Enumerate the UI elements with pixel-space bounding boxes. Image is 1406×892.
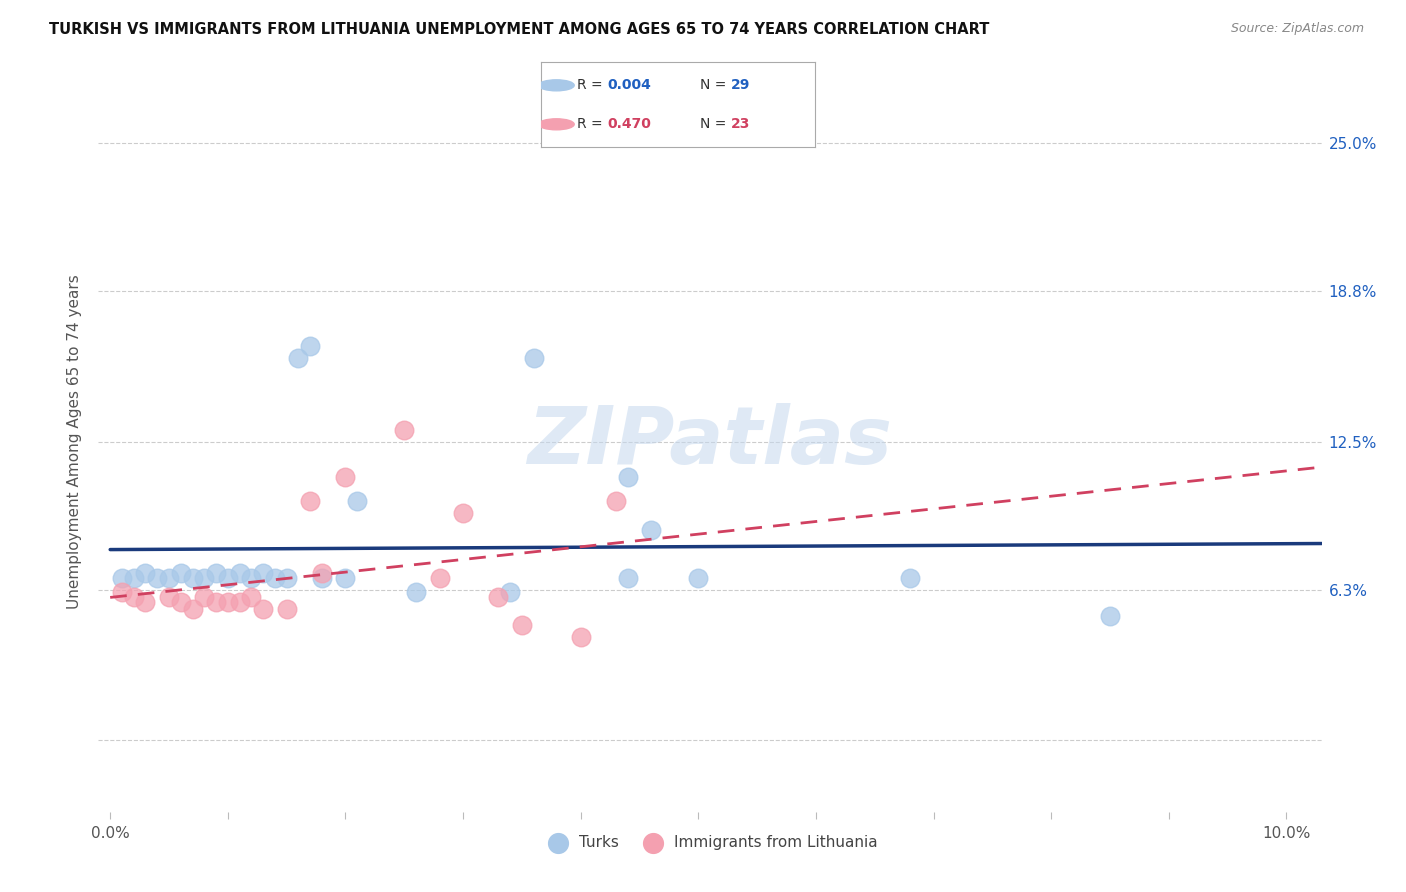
Point [134,594,156,608]
Point [346,494,368,508]
Text: 0.470: 0.470 [607,118,651,131]
Point [252,601,274,615]
Point [287,351,309,365]
Text: 0.004: 0.004 [607,78,651,92]
Point [217,571,239,585]
Point [170,566,193,580]
Point [228,566,250,580]
Point [122,590,145,604]
Point [157,571,180,585]
Text: N =: N = [700,118,731,131]
Circle shape [538,79,574,91]
Point [276,601,298,615]
Point [146,571,169,585]
Point [451,506,474,520]
Point [134,566,156,580]
Point [170,594,193,608]
Point [486,590,509,604]
Point [405,585,427,599]
Point [335,470,357,484]
Point [111,571,134,585]
Text: R =: R = [576,118,607,131]
Point [111,585,134,599]
Circle shape [538,119,574,130]
Point [640,523,662,537]
Point [193,571,215,585]
Text: 29: 29 [731,78,749,92]
Point [1098,608,1121,623]
Point [616,571,638,585]
Point [263,571,285,585]
Point [510,618,533,632]
Point [157,590,180,604]
Point [898,571,921,585]
Point [311,566,333,580]
Point [240,590,263,604]
Point [335,571,357,585]
Point [499,585,522,599]
Text: 23: 23 [731,118,749,131]
Text: N =: N = [700,78,731,92]
Point [394,423,416,437]
Point [252,566,274,580]
Point [240,571,263,585]
Point [181,571,204,585]
Point [605,494,627,508]
Point [228,594,250,608]
Point [122,571,145,585]
Point [616,470,638,484]
Point [523,351,546,365]
Y-axis label: Unemployment Among Ages 65 to 74 years: Unemployment Among Ages 65 to 74 years [67,274,83,609]
Point [569,631,592,645]
Point [217,594,239,608]
Text: TURKISH VS IMMIGRANTS FROM LITHUANIA UNEMPLOYMENT AMONG AGES 65 TO 74 YEARS CORR: TURKISH VS IMMIGRANTS FROM LITHUANIA UNE… [49,22,990,37]
Point [205,566,228,580]
Text: ZIPatlas: ZIPatlas [527,402,893,481]
Point [429,571,451,585]
Point [299,494,322,508]
Point [193,590,215,604]
Point [276,571,298,585]
Point [688,571,710,585]
Point [299,339,322,353]
Point [311,571,333,585]
Legend: Turks, Immigrants from Lithuania: Turks, Immigrants from Lithuania [536,829,884,856]
Text: Source: ZipAtlas.com: Source: ZipAtlas.com [1230,22,1364,36]
Point [205,594,228,608]
Point [181,601,204,615]
Text: R =: R = [576,78,607,92]
